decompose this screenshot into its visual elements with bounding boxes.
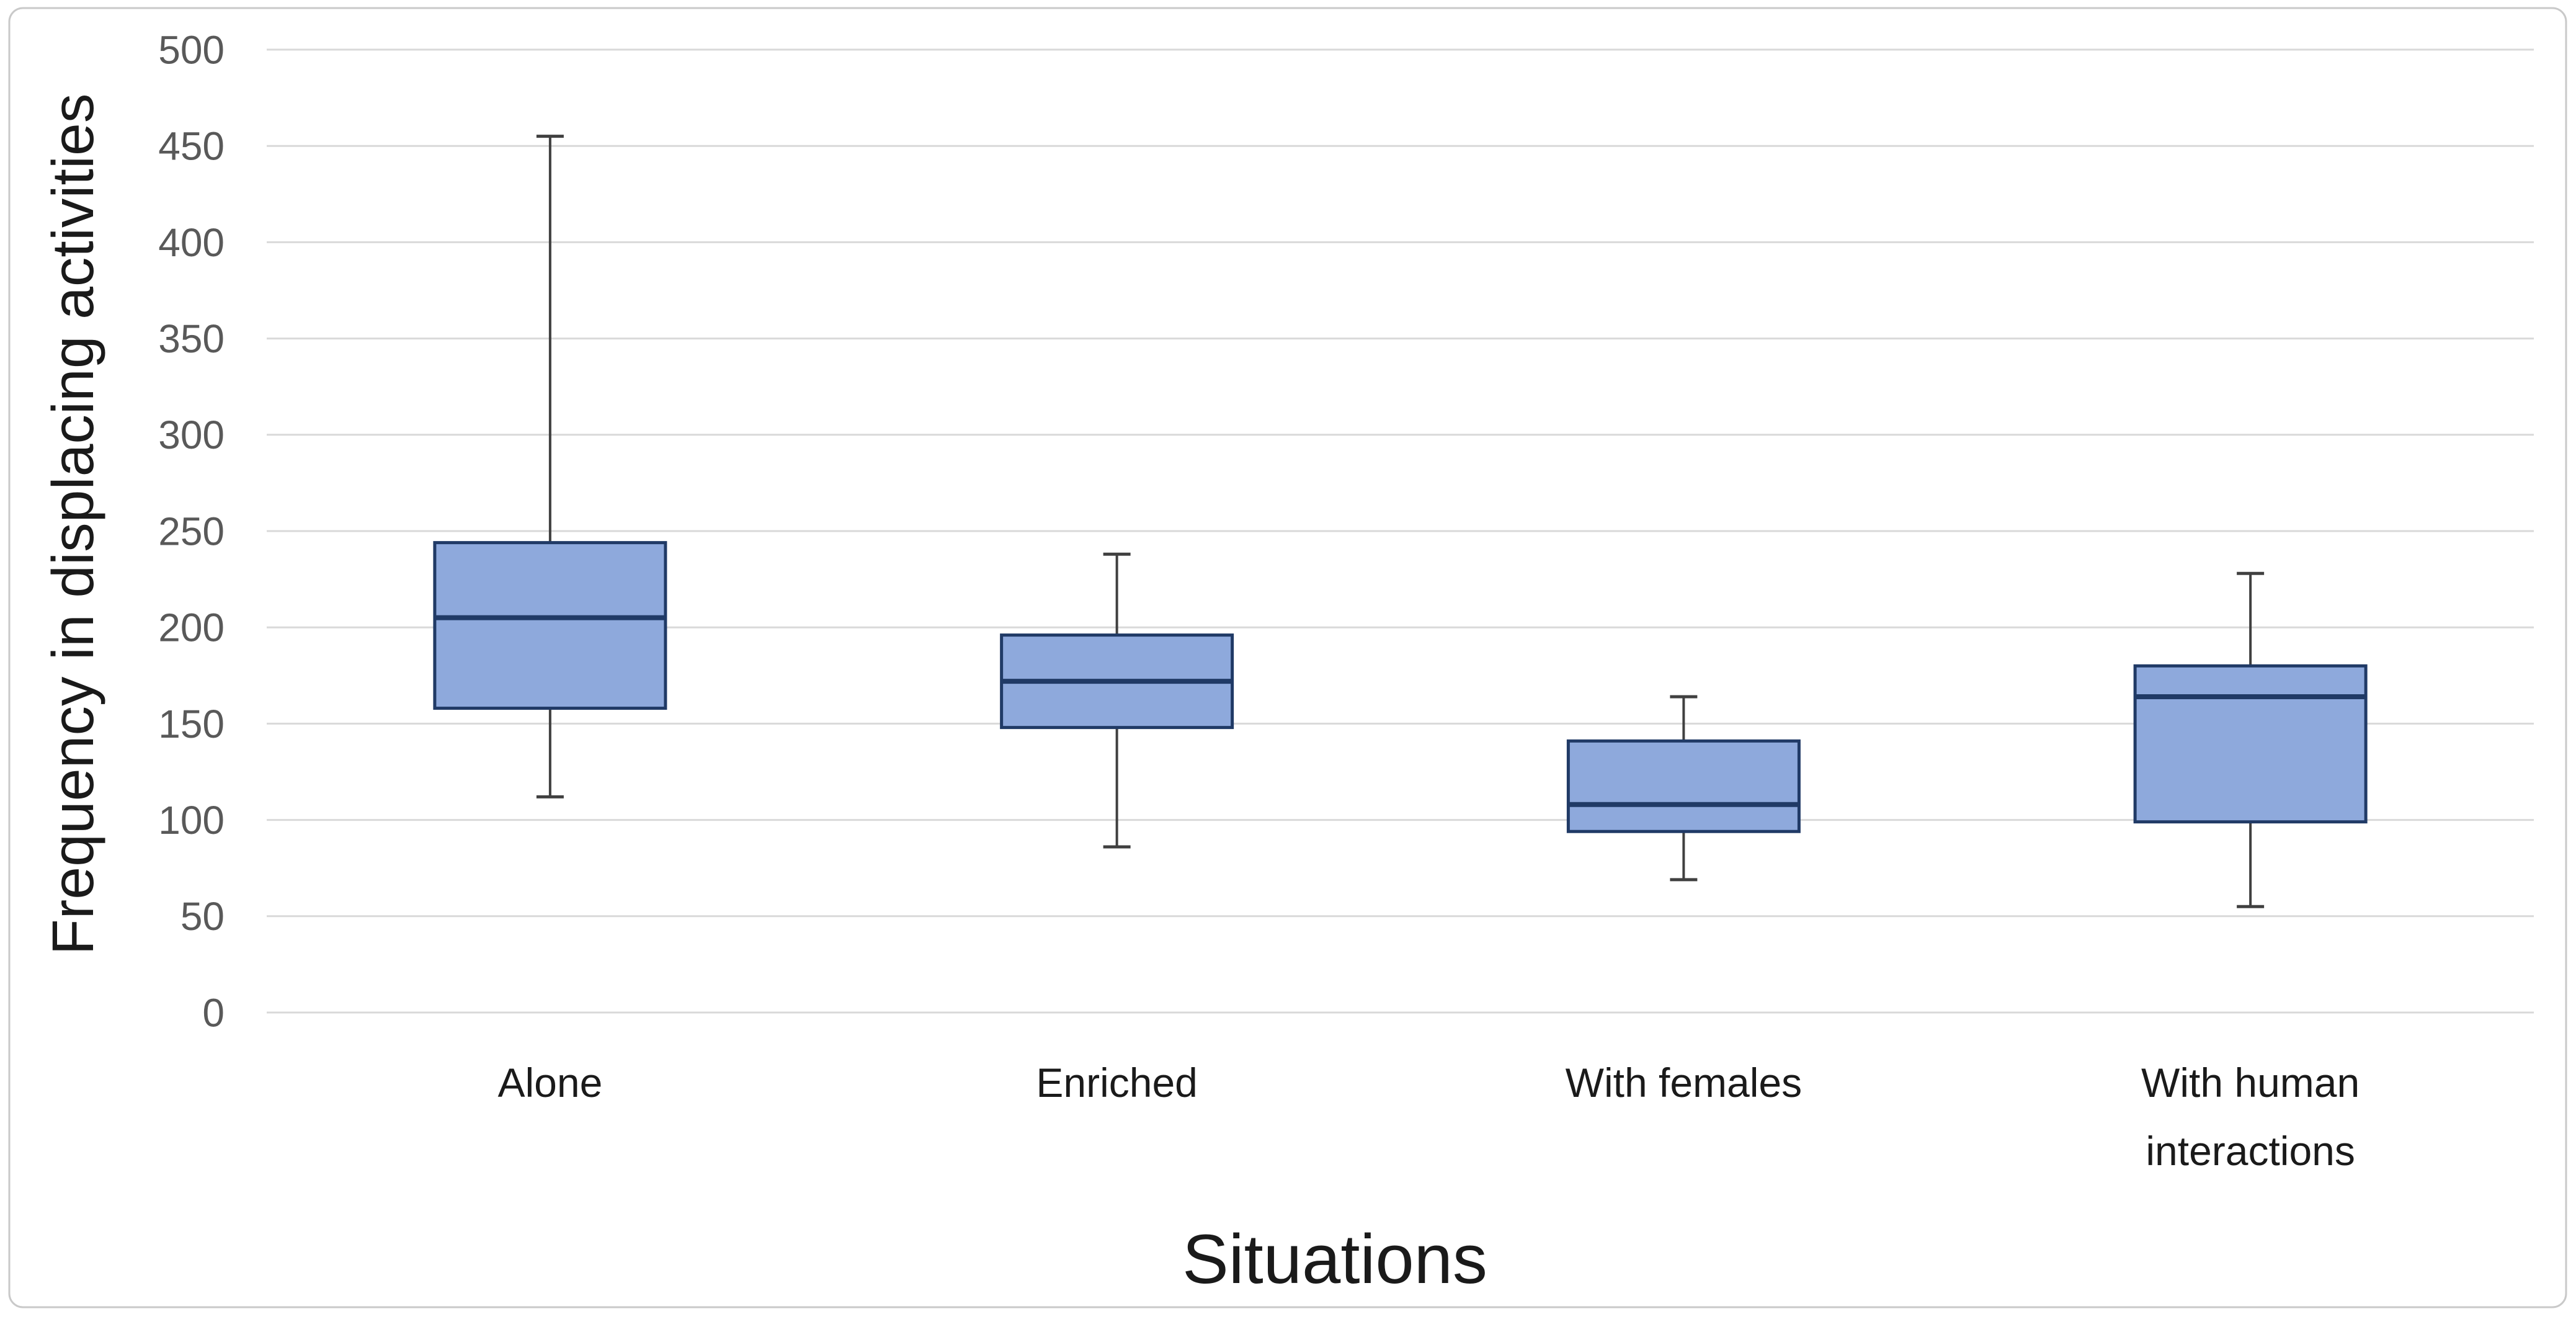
y-axis-tick-labels: 0 50 100 150 200 250 300 350 400 450 500 <box>158 27 225 1035</box>
x-axis-category-labels: Alone Enriched With females With human inter… <box>497 1060 2360 1174</box>
y-tick-label-150: 150 <box>158 702 225 746</box>
box-plot-enriched <box>1000 552 1234 849</box>
y-tick-label-350: 350 <box>158 316 225 361</box>
x-category-label-alone: Alone <box>497 1060 602 1106</box>
y-tick-label-300: 300 <box>158 413 225 457</box>
y-tick-label-500: 500 <box>158 27 225 72</box>
x-axis-title: Situations <box>1182 1220 1487 1298</box>
y-tick-label-100: 100 <box>158 798 225 843</box>
iqr-box <box>433 541 667 710</box>
box-plot-with-human-interactions <box>2133 571 2368 908</box>
box-plot-with-females <box>1566 695 1801 882</box>
y-tick-label-450: 450 <box>158 124 225 169</box>
y-tick-label-400: 400 <box>158 220 225 265</box>
iqr-box <box>2133 664 2368 824</box>
box-plots <box>433 135 2368 908</box>
box-plot-alone <box>433 135 667 798</box>
y-axis-title: Frequency in displacing activities <box>40 94 106 955</box>
x-category-label-with-human-interactions: With human interactions <box>2141 1060 2360 1174</box>
iqr-box <box>1566 739 1801 833</box>
x-category-label-enriched: Enriched <box>1036 1060 1198 1106</box>
y-tick-label-50: 50 <box>180 894 225 939</box>
y-tick-label-0: 0 <box>202 990 225 1035</box>
y-tick-label-250: 250 <box>158 509 225 553</box>
y-tick-label-200: 200 <box>158 606 225 650</box>
chart-frame-border <box>8 7 2567 1308</box>
x-category-label-with-females: With females <box>1566 1060 1802 1106</box>
